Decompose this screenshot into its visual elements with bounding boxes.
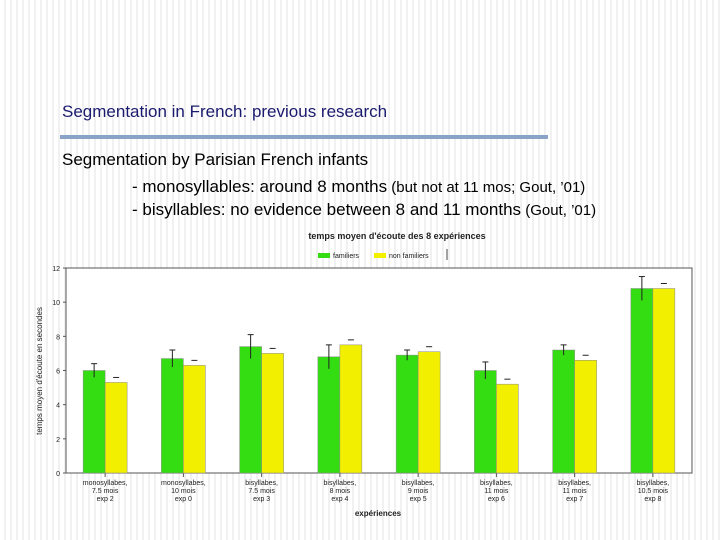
bar-familiers — [161, 358, 184, 474]
x-tick-label: exp 0 — [175, 496, 192, 503]
bar-familiers — [317, 356, 341, 474]
bullet-monosyllables-note: (but not at 11 mos; Gout, ’01) — [387, 179, 586, 196]
bullet-bisyllables-note: (Gout, ’01) — [521, 202, 597, 219]
bar-non-familiers — [104, 382, 128, 474]
legend-label-non-familiers: non familiers — [389, 253, 429, 260]
x-tick-label: exp 2 — [97, 496, 114, 503]
bullet-bisyllables: - bisyllables: no evidence between 8 and… — [132, 200, 596, 220]
bar-non-familiers — [261, 353, 284, 474]
bar-non-familiers — [652, 288, 676, 474]
title-rule — [60, 135, 548, 139]
bar-familiers — [82, 370, 106, 474]
bar-familiers — [474, 370, 497, 474]
chart-legend: familiers non familiers — [318, 249, 448, 260]
chart-title: temps moyen d'écoute des 8 expériences — [308, 231, 485, 241]
bullet-monosyllables: - monosyllables: around 8 months (but no… — [132, 177, 585, 197]
y-tick-label: 0 — [56, 471, 60, 478]
legend-swatch-familiers — [318, 253, 330, 258]
y-axis-label: temps moyen d'écoute en secondes — [35, 307, 44, 435]
bar-non-familiers — [183, 365, 206, 474]
x-tick-label: exp 4 — [331, 496, 348, 503]
x-tick-label: exp 5 — [410, 496, 427, 503]
x-tick-label: exp 8 — [644, 496, 661, 503]
bar-familiers — [239, 346, 262, 474]
y-tick-label: 4 — [56, 403, 60, 410]
x-tick-label: monosyllabes, — [161, 480, 206, 487]
y-tick-label: 12 — [52, 266, 60, 273]
x-tick-label: bisyllabes, — [558, 480, 591, 487]
legend-swatch-non-familiers — [374, 253, 386, 258]
bar-non-familiers — [574, 360, 597, 474]
x-tick-label: monosyllabes, — [83, 480, 128, 487]
x-tick-label: bisyllabes, — [402, 480, 435, 487]
legend-label-familiers: familiers — [333, 253, 360, 260]
bar-familiers — [552, 349, 575, 474]
x-tick-label: 7.5 mois — [92, 488, 119, 495]
x-tick-label: bisyllabes, — [637, 480, 670, 487]
y-tick-label: 10 — [52, 300, 60, 307]
bar-non-familiers — [496, 383, 519, 474]
x-tick-label: exp 3 — [253, 496, 270, 503]
x-tick-label: 10 mois — [171, 488, 196, 495]
x-tick-label: 11 mois — [563, 488, 587, 495]
slide-title: Segmentation in French: previous researc… — [62, 102, 388, 121]
y-tick-label: 8 — [56, 334, 60, 341]
x-tick-label: 8 mois — [330, 488, 351, 495]
y-tick-label: 6 — [56, 369, 60, 376]
x-tick-label: exp 6 — [488, 496, 505, 503]
x-tick-label: bisyllabes, — [480, 480, 513, 487]
bar-non-familiers — [417, 351, 441, 474]
x-tick-label: exp 7 — [566, 496, 583, 503]
bar-non-familiers — [339, 344, 363, 474]
x-tick-label: bisyllabes, — [324, 480, 357, 487]
body-heading: Segmentation by Parisian French infants — [62, 150, 369, 169]
x-tick-label: 10.5 mois — [638, 488, 669, 495]
x-tick-label: 11 mois — [484, 488, 508, 495]
x-tick-label: 9 mois — [408, 488, 429, 495]
bullet-monosyllables-main: - monosyllables: around 8 months — [132, 177, 388, 196]
bar-familiers — [395, 354, 419, 474]
x-tick-label: bisyllabes, — [245, 480, 278, 487]
plot-frame — [65, 267, 693, 474]
y-tick-label: 2 — [56, 437, 60, 444]
x-tick-label: 7.5 mois — [248, 488, 275, 495]
x-axis-label: expériences — [355, 509, 402, 518]
bullet-bisyllables-main: - bisyllables: no evidence between 8 and… — [132, 200, 522, 219]
bar-familiers — [630, 288, 654, 474]
